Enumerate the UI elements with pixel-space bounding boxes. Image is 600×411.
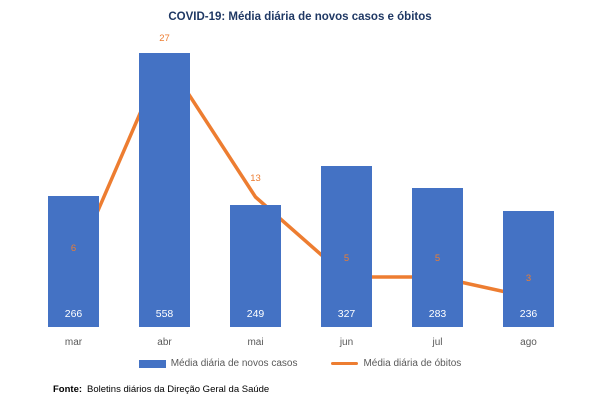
deaths-swatch-icon	[331, 361, 359, 366]
legend-label-deaths: Média diária de óbitos	[363, 358, 462, 369]
x-axis-label-mar: mar	[64, 337, 83, 348]
footer-source-label: Fonte:	[53, 384, 83, 395]
x-axis-label-ago: ago	[520, 337, 537, 348]
chart-title: COVID-19: Média diária de novos casos e …	[168, 11, 432, 23]
line-value-label-abr: 27	[159, 33, 170, 44]
bar-value-label-mar: 266	[64, 308, 83, 320]
bar-value-label-jul: 283	[428, 308, 447, 320]
bar-value-label-mai: 249	[246, 308, 265, 320]
cases-swatch-icon	[138, 359, 166, 368]
bar-abr: 558	[139, 53, 190, 327]
footer-source: Fonte: Boletins diários da Direção Geral …	[53, 384, 269, 395]
line-value-label-jun: 5	[343, 253, 350, 264]
bar-value-label-abr: 558	[155, 308, 174, 320]
x-axis-label-mai: mai	[247, 337, 264, 348]
legend-label-cases: Média diária de novos casos	[170, 358, 298, 369]
bar-mai: 249	[230, 205, 281, 327]
line-value-label-jul: 5	[434, 253, 441, 264]
legend: Média diária de novos casos Média diária…	[0, 358, 600, 369]
line-value-label-mar: 6	[70, 243, 77, 254]
legend-item-deaths: Média diária de óbitos	[331, 358, 461, 369]
x-axis-label-jun: jun	[339, 337, 354, 348]
line-value-label-mai: 13	[250, 173, 261, 184]
bar-jul: 283	[412, 188, 463, 327]
x-axis-label-jul: jul	[432, 337, 443, 348]
bar-value-label-jun: 327	[337, 308, 356, 320]
line-value-label-ago: 3	[525, 273, 532, 284]
legend-item-cases: Média diária de novos casos	[138, 358, 298, 369]
x-axis-label-abr: abr	[157, 337, 172, 348]
bar-mar: 266	[48, 196, 99, 327]
footer-source-text: Boletins diários da Direção Geral da Saú…	[87, 384, 270, 395]
bar-jun: 327	[321, 166, 372, 327]
bar-value-label-ago: 236	[519, 308, 538, 320]
bar-ago: 236	[503, 211, 554, 327]
